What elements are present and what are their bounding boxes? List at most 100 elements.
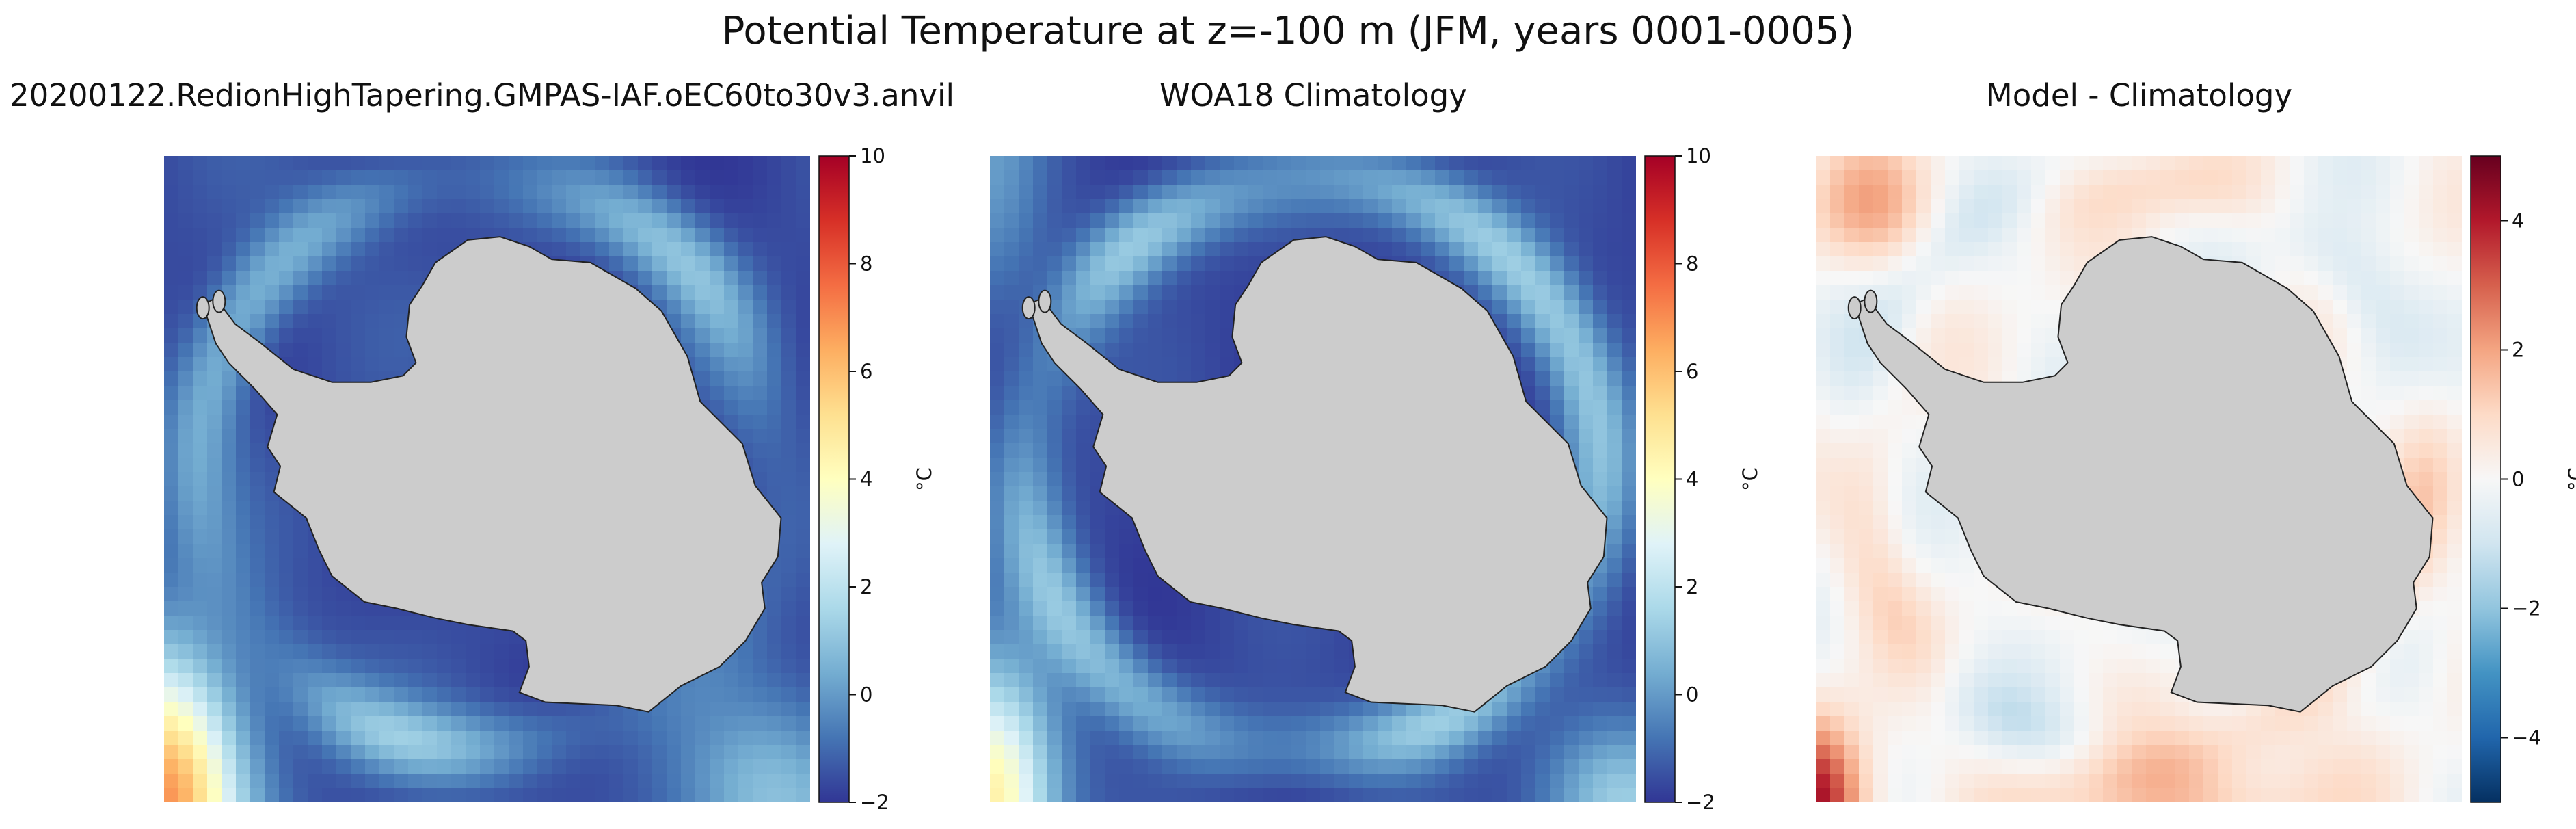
heatmap-cell bbox=[365, 745, 380, 760]
heatmap-cell bbox=[1859, 702, 1874, 717]
heatmap-cell bbox=[1945, 745, 1960, 760]
heatmap-cell bbox=[1550, 271, 1565, 286]
heatmap-cell bbox=[1873, 185, 1888, 200]
heatmap-cell bbox=[1378, 170, 1393, 185]
heatmap-cell bbox=[1004, 170, 1019, 185]
heatmap-cell bbox=[781, 343, 796, 358]
heatmap-cell bbox=[1378, 702, 1393, 717]
heatmap-cell bbox=[1844, 774, 1860, 789]
heatmap-cell bbox=[265, 544, 280, 559]
heatmap-cell bbox=[1263, 659, 1278, 674]
heatmap-cell bbox=[222, 386, 237, 401]
colorbar-tick-label: 2 bbox=[860, 575, 872, 598]
heatmap-cell bbox=[1579, 400, 1594, 415]
heatmap-cell bbox=[1873, 386, 1888, 401]
heatmap-cell bbox=[207, 788, 222, 802]
heatmap-cell bbox=[164, 529, 179, 544]
heatmap-cell bbox=[1220, 788, 1235, 802]
heatmap-cell bbox=[1959, 213, 1974, 228]
heatmap-cell bbox=[451, 199, 466, 214]
heatmap-cell bbox=[293, 185, 308, 200]
heatmap-cell bbox=[781, 213, 796, 228]
heatmap-cell bbox=[1004, 644, 1019, 659]
heatmap-cell bbox=[781, 285, 796, 300]
heatmap-cell bbox=[2017, 659, 2032, 674]
heatmap-cell bbox=[1873, 630, 1888, 645]
heatmap-cell bbox=[509, 213, 524, 228]
heatmap-cell bbox=[1464, 745, 1479, 760]
heatmap-cell bbox=[724, 328, 739, 343]
heatmap-cell bbox=[1607, 414, 1622, 430]
heatmap-cell bbox=[1931, 587, 1946, 602]
heatmap-cell bbox=[1090, 529, 1105, 544]
heatmap-cell bbox=[308, 242, 323, 257]
heatmap-cell bbox=[1988, 731, 2003, 746]
heatmap-cell bbox=[2060, 759, 2075, 774]
heatmap-cell bbox=[178, 400, 193, 415]
heatmap-cell bbox=[394, 256, 409, 272]
heatmap-cell bbox=[1306, 687, 1321, 702]
heatmap-cell bbox=[207, 443, 222, 458]
heatmap-cell bbox=[1844, 256, 1860, 272]
heatmap-cell bbox=[1830, 716, 1845, 731]
heatmap-cell bbox=[451, 228, 466, 243]
heatmap-cell bbox=[1019, 285, 1034, 300]
heatmap-cell bbox=[1535, 759, 1551, 774]
heatmap-cell bbox=[1607, 774, 1622, 789]
heatmap-cell bbox=[308, 156, 323, 171]
heatmap-cell bbox=[1579, 443, 1594, 458]
heatmap-cell bbox=[250, 429, 265, 444]
heatmap-cell bbox=[379, 242, 394, 257]
heatmap-cell bbox=[796, 357, 810, 372]
heatmap-cell bbox=[1234, 256, 1249, 272]
heatmap-cell bbox=[1004, 414, 1019, 430]
heatmap-cell bbox=[1033, 601, 1048, 616]
heatmap-cell bbox=[207, 673, 222, 688]
heatmap-cell bbox=[1859, 529, 1874, 544]
heatmap-cell bbox=[1033, 673, 1048, 688]
heatmap-cell bbox=[1492, 716, 1507, 731]
heatmap-cell bbox=[1076, 573, 1091, 588]
heatmap-cell bbox=[408, 702, 423, 717]
heatmap-cell bbox=[1392, 731, 1407, 746]
heatmap-cell bbox=[681, 300, 696, 315]
heatmap-cell bbox=[1076, 285, 1091, 300]
heatmap-cell bbox=[1830, 745, 1845, 760]
heatmap-cell bbox=[1062, 199, 1077, 214]
heatmap-cell bbox=[652, 242, 667, 257]
heatmap-cell bbox=[1945, 731, 1960, 746]
heatmap-cell bbox=[1916, 544, 1931, 559]
heatmap-cell bbox=[351, 156, 366, 171]
heatmap-cell bbox=[652, 774, 667, 789]
heatmap-cell bbox=[1902, 414, 1917, 430]
heatmap-cell bbox=[595, 199, 610, 214]
heatmap-cell bbox=[1579, 170, 1594, 185]
heatmap-cell bbox=[178, 774, 193, 789]
heatmap-cell bbox=[1105, 558, 1120, 573]
heatmap-cell bbox=[2017, 702, 2032, 717]
heatmap-cell bbox=[796, 228, 810, 243]
heatmap-cell bbox=[623, 745, 639, 760]
heatmap-cell bbox=[236, 458, 251, 473]
heatmap-cell bbox=[1033, 515, 1048, 530]
heatmap-cell bbox=[1888, 213, 1903, 228]
heatmap-cell bbox=[1535, 371, 1551, 386]
heatmap-cell bbox=[1105, 745, 1120, 760]
heatmap-cell bbox=[1622, 285, 1636, 300]
heatmap-cell bbox=[336, 271, 351, 286]
heatmap-cell bbox=[193, 659, 208, 674]
heatmap-cell bbox=[1959, 716, 1974, 731]
heatmap-cell bbox=[566, 716, 581, 731]
heatmap-cell bbox=[437, 213, 452, 228]
heatmap-cell bbox=[394, 687, 409, 702]
heatmap-cell bbox=[193, 472, 208, 487]
heatmap-cell bbox=[767, 170, 782, 185]
heatmap-cell bbox=[796, 472, 810, 487]
heatmap-cell bbox=[164, 429, 179, 444]
heatmap-cell bbox=[193, 199, 208, 214]
heatmap-cell bbox=[753, 357, 768, 372]
heatmap-cell bbox=[2045, 644, 2061, 659]
heatmap-cell bbox=[1945, 716, 1960, 731]
heatmap-cell bbox=[308, 587, 323, 602]
heatmap-cell bbox=[1205, 185, 1220, 200]
